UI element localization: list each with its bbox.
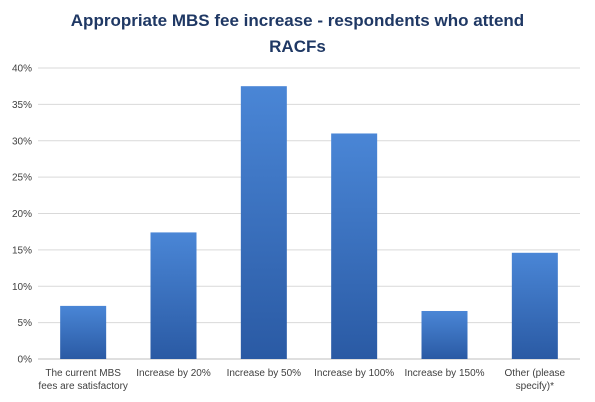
- chart-title: Appropriate MBS fee increase - responden…: [0, 8, 595, 60]
- chart-title-line-2: RACFs: [269, 37, 326, 56]
- x-category-label: Increase by 20%: [136, 368, 211, 379]
- x-category-label: Increase by 150%: [404, 368, 484, 379]
- y-tick-label: 25%: [12, 173, 32, 184]
- x-category-label: The current MBS: [45, 368, 121, 379]
- y-tick-label: 35%: [12, 100, 32, 111]
- y-tick-label: 40%: [12, 64, 32, 75]
- x-category-label: Increase by 100%: [314, 368, 394, 379]
- y-tick-label: 5%: [18, 318, 33, 329]
- bar: [240, 86, 287, 359]
- bar: [511, 252, 558, 359]
- y-tick-label: 20%: [12, 209, 32, 220]
- bar: [331, 133, 378, 359]
- y-tick-label: 0%: [18, 355, 33, 366]
- x-category-label: Increase by 50%: [227, 368, 302, 379]
- y-tick-label: 15%: [12, 245, 32, 256]
- x-category-label: fees are satisfactory: [38, 381, 127, 392]
- bar: [60, 305, 107, 359]
- x-category-label: specify)*: [516, 381, 554, 392]
- x-category-label: Other (please: [505, 368, 566, 379]
- chart-title-line-1: Appropriate MBS fee increase - responden…: [70, 11, 525, 30]
- y-tick-label: 30%: [12, 136, 32, 147]
- y-tick-label: 10%: [12, 282, 32, 293]
- bar: [150, 232, 197, 359]
- bar: [421, 310, 468, 359]
